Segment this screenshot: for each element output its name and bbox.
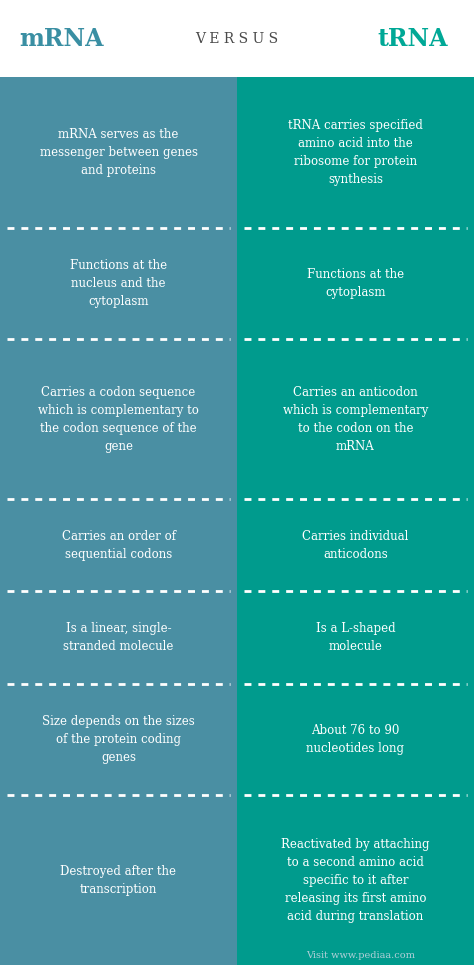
Text: Carries a codon sequence
which is complementary to
the codon sequence of the
gen: Carries a codon sequence which is comple…: [38, 386, 199, 453]
Text: Is a linear, single-
stranded molecule: Is a linear, single- stranded molecule: [64, 622, 173, 653]
Bar: [237, 77, 474, 228]
Text: Carries individual
anticodons: Carries individual anticodons: [302, 530, 409, 561]
Bar: [237, 592, 474, 683]
Text: Is a L-shaped
molecule: Is a L-shaped molecule: [316, 622, 395, 653]
Text: Carries an order of
sequential codons: Carries an order of sequential codons: [62, 530, 175, 561]
Bar: [0, 795, 237, 965]
Text: Functions at the
nucleus and the
cytoplasm: Functions at the nucleus and the cytopla…: [70, 259, 167, 308]
Bar: [0, 592, 237, 683]
Bar: [0, 339, 237, 499]
Bar: [0, 499, 237, 592]
Bar: [237, 499, 474, 592]
Text: V E R S U S: V E R S U S: [195, 32, 279, 45]
Text: Carries an anticodon
which is complementary
to the codon on the
mRNA: Carries an anticodon which is complement…: [283, 386, 428, 453]
Text: Destroyed after the
transcription: Destroyed after the transcription: [61, 865, 176, 896]
Bar: [237, 339, 474, 499]
Text: About 76 to 90
nucleotides long: About 76 to 90 nucleotides long: [307, 724, 404, 755]
Text: Size depends on the sizes
of the protein coding
genes: Size depends on the sizes of the protein…: [42, 715, 195, 764]
Text: mRNA: mRNA: [19, 27, 104, 50]
Bar: [237, 228, 474, 339]
Text: tRNA: tRNA: [377, 27, 447, 50]
Text: Reactivated by attaching
to a second amino acid
specific to it after
releasing i: Reactivated by attaching to a second ami…: [281, 838, 430, 923]
Bar: [0, 683, 237, 795]
Bar: [0, 77, 237, 228]
Bar: [237, 795, 474, 965]
Text: Visit www.pediaa.com: Visit www.pediaa.com: [306, 951, 415, 960]
Bar: [237, 683, 474, 795]
Text: tRNA carries specified
amino acid into the
ribosome for protein
synthesis: tRNA carries specified amino acid into t…: [288, 119, 423, 186]
Text: Functions at the
cytoplasm: Functions at the cytoplasm: [307, 268, 404, 299]
Text: mRNA serves as the
messenger between genes
and proteins: mRNA serves as the messenger between gen…: [39, 128, 198, 177]
Bar: [0, 228, 237, 339]
